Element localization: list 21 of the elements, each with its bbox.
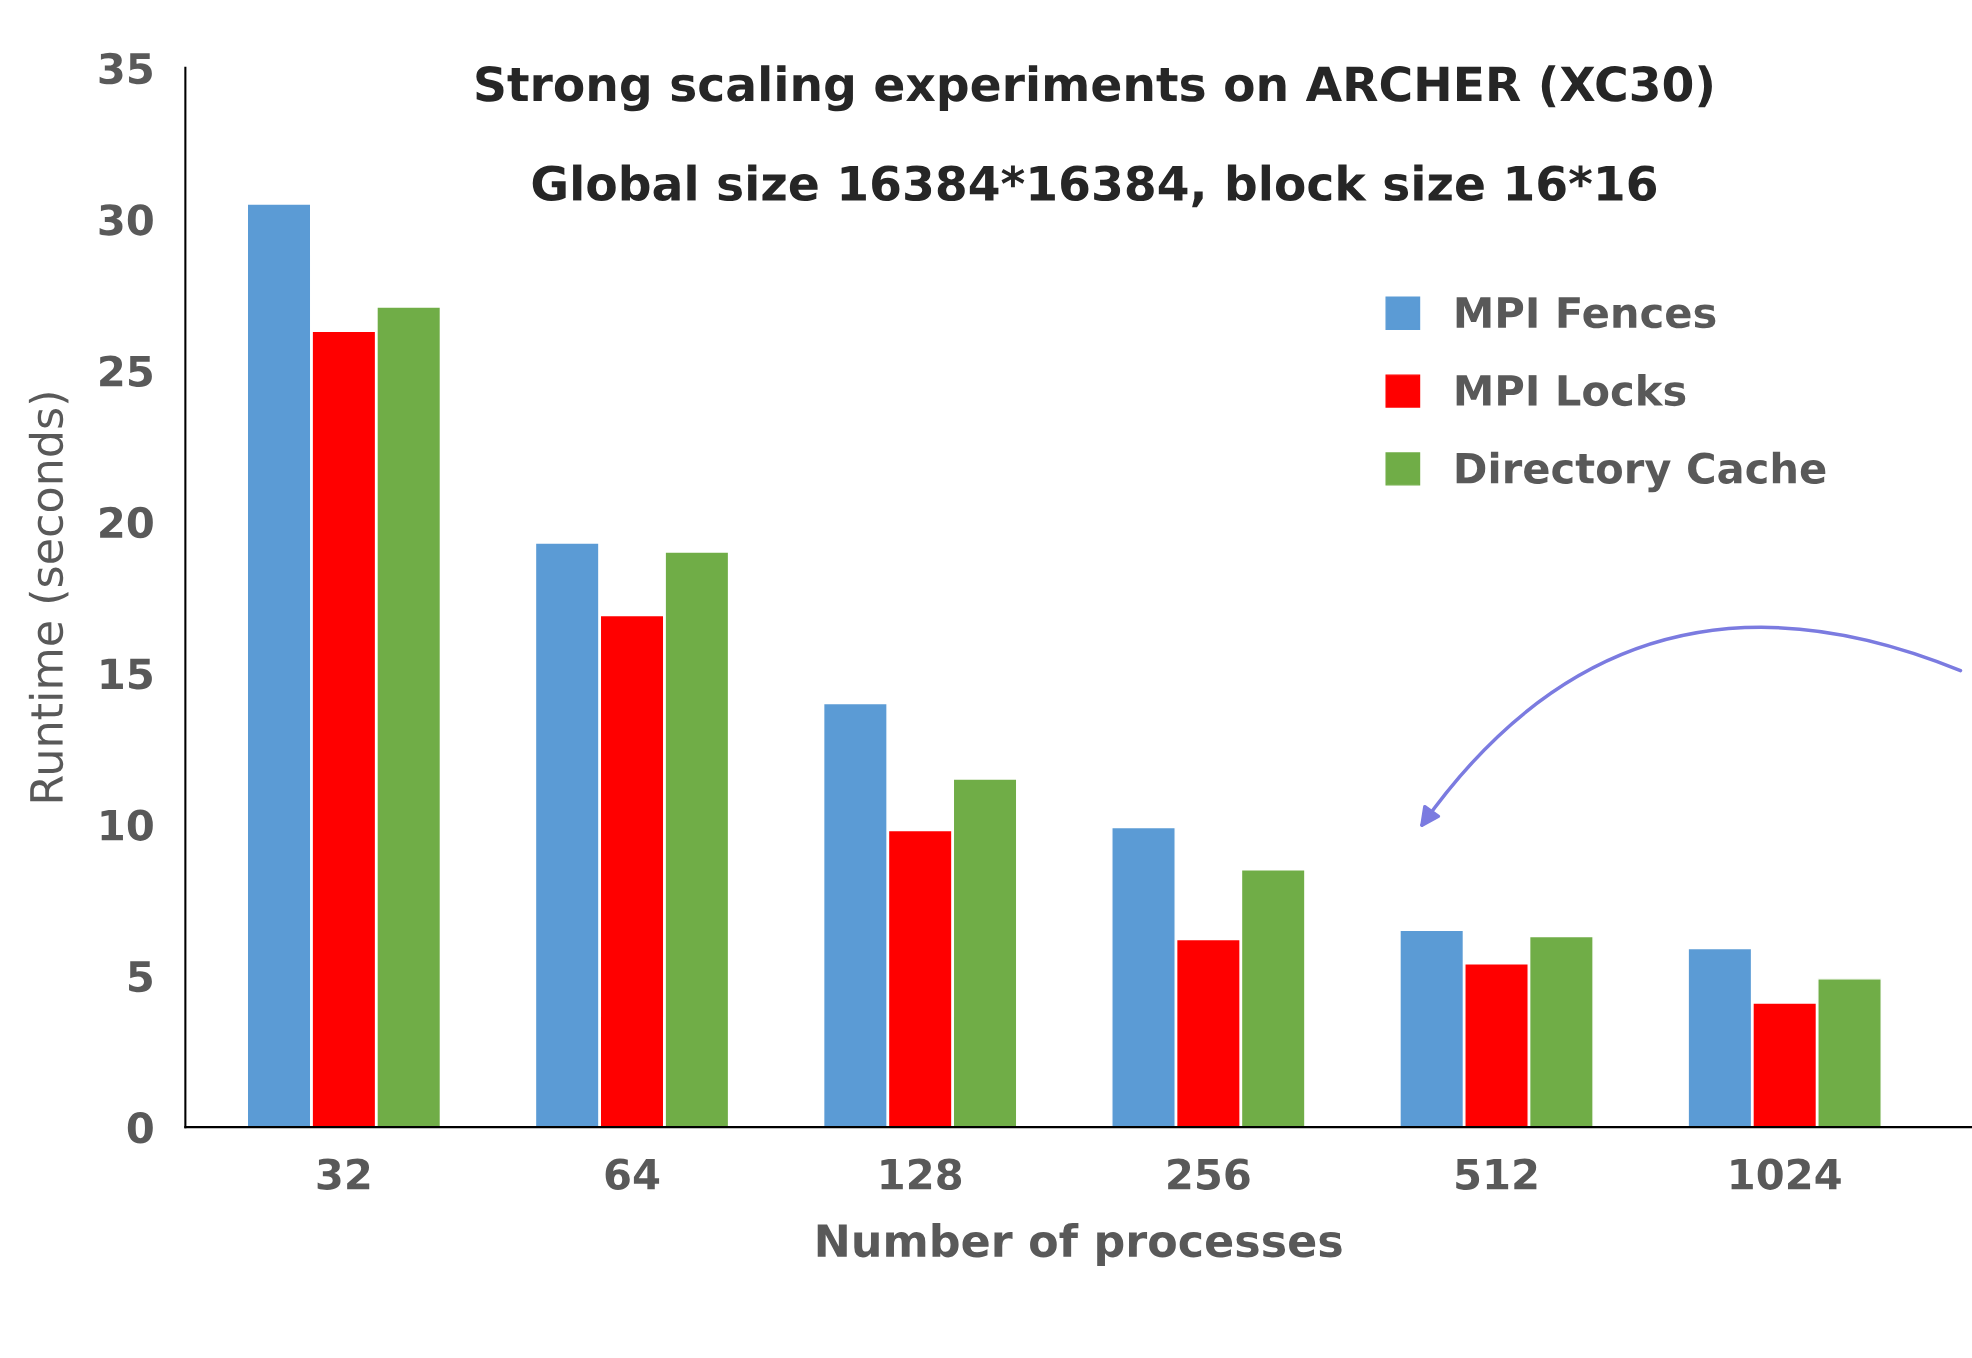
y-tick-label: 0 xyxy=(127,1112,153,1144)
legend-label: MPI Locks xyxy=(1456,373,1686,407)
y-tick-label: 35 xyxy=(99,52,152,85)
chart-title: Strong scaling experiments on ARCHER (XC30) xyxy=(476,65,1712,112)
x-tick-label: 64 xyxy=(605,1158,660,1190)
text: Global size 16384*16384, block size 16*16 xyxy=(532,164,1657,208)
x-axis-title: Number of processes xyxy=(817,1223,1342,1267)
x-tick-label: 32 xyxy=(317,1158,370,1190)
x-tick-label: 128 xyxy=(881,1158,962,1190)
y-tick-label: 20 xyxy=(100,506,153,539)
y-tick-label: 30 xyxy=(99,204,153,236)
y-axis-title: Runtime (seconds) xyxy=(28,393,69,802)
y-tick-label: 5 xyxy=(129,961,152,993)
y-tick-label: 15 xyxy=(101,658,152,690)
legend-label: Directory Cache xyxy=(1456,451,1826,493)
y-tick-label: 10 xyxy=(101,809,153,841)
y-tick-label: 25 xyxy=(100,355,152,387)
x-tick-label: 256 xyxy=(1168,1158,1250,1190)
x-tick-label: 1024 xyxy=(1731,1158,1841,1190)
x-tick-label: 512 xyxy=(1456,1158,1537,1190)
legend-label: MPI Fences xyxy=(1456,297,1716,329)
